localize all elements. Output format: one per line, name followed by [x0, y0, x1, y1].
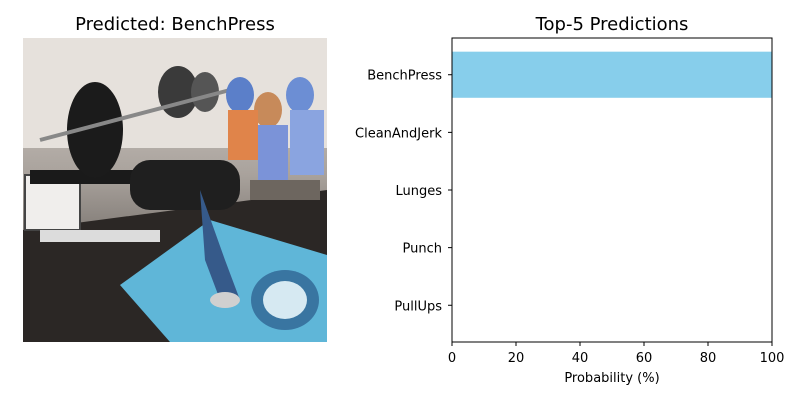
x-tick-label: 80 [700, 351, 717, 366]
x-tick-label: 60 [636, 351, 653, 366]
y-tick-label: PullUps [394, 299, 442, 314]
chart-title: Top-5 Predictions [535, 14, 689, 35]
bar-chart: BenchPress CleanAndJerk Lunges Punch PullUps… [355, 37, 785, 386]
x-tick-label: 0 [448, 351, 456, 366]
bars-group [452, 51, 772, 98]
y-tick-label: CleanAndJerk [355, 126, 442, 141]
x-axis-label: Probability (%) [564, 371, 659, 386]
y-tick-label: Punch [403, 242, 442, 257]
x-ticks: 0 20 40 60 80 100 [448, 342, 785, 366]
y-tick-label: BenchPress [367, 69, 442, 84]
bar-benchpress [452, 51, 772, 98]
video-frame-image [23, 38, 327, 342]
x-tick-label: 40 [572, 351, 589, 366]
y-ticks: BenchPress CleanAndJerk Lunges Punch PullUps [355, 69, 452, 314]
image-panel-title: Predicted: BenchPress [75, 14, 275, 35]
x-tick-label: 100 [760, 351, 785, 366]
x-tick-label: 20 [508, 351, 525, 366]
y-tick-label: Lunges [395, 184, 442, 199]
